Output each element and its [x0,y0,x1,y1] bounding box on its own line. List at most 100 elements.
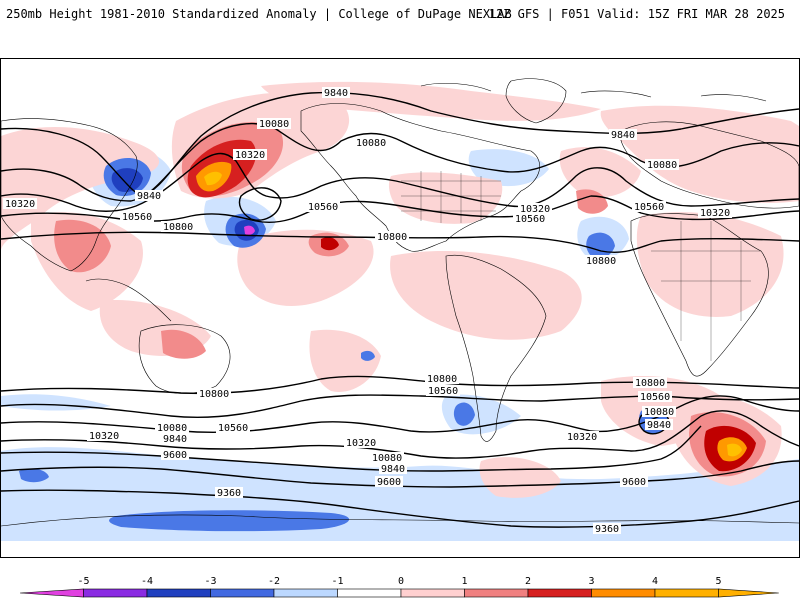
label-10080-sw: 10080 [155,422,189,434]
anomaly-pos1-eurasia [600,105,799,203]
colorbar-arrow-low [19,588,84,598]
label-9840-eu: 9840 [609,129,637,141]
colorbar-tick-label: -1 [331,576,343,587]
svg-text:9840: 9840 [381,464,405,475]
svg-text:10080: 10080 [356,138,386,149]
colorbar-segment [273,588,338,598]
label-9840-sio: 9840 [645,419,673,431]
label-10560-sa: 10560 [426,385,460,397]
anomaly-pos1-asia [1,126,160,251]
map-panel[interactable]: 9840 10080 10320 10080 9840 10080 10560 … [0,58,800,558]
anomaly-neg5-npac2 [244,225,255,235]
anomaly-neg2-sw [19,468,49,483]
colorbar-tick-label: -4 [141,576,153,587]
svg-text:10080: 10080 [644,407,674,418]
svg-text:10560: 10560 [640,392,670,403]
anomaly-pos1-sw [479,457,561,498]
svg-text:10800: 10800 [635,378,665,389]
svg-text:9600: 9600 [163,450,187,461]
svg-text:10800: 10800 [377,232,407,243]
anomaly-pos5-npac [204,171,222,186]
label-10560-atl: 10560 [632,201,666,213]
anomaly-pos1-epac [309,329,381,392]
contour-labels: 9840 10080 10320 10080 9840 10080 10560 … [3,87,732,535]
contour-10800-north [1,231,799,254]
colorbar-tick-label: 5 [715,576,721,587]
label-10080-eu: 10080 [645,159,679,171]
svg-text:10080: 10080 [647,160,677,171]
svg-text:10560: 10560 [515,214,545,225]
anomaly-pos3-cpac [321,237,339,251]
colorbar: -5 -4 -3 -2 -1 0 1 2 3 4 5 [0,570,800,600]
label-10320-eu2: 10320 [698,207,732,219]
colorbar-segment [464,588,529,598]
colorbar-segment [527,588,592,598]
coastline-antarctica [1,514,799,527]
anomaly-neg2-ci [361,350,375,361]
contour-10560-north [1,195,799,223]
chart-title: 250mb Height 1981-2010 Standardized Anom… [6,7,512,21]
anomaly-pos1-atl [559,147,641,198]
svg-text:10800: 10800 [586,256,616,267]
colorbar-segment [83,588,148,598]
label-10560-us: 10560 [306,201,340,213]
colorbar-segment [400,588,465,598]
svg-text:9600: 9600 [377,477,401,488]
svg-text:9360: 9360 [217,488,241,499]
label-10800-sio: 10800 [633,377,667,389]
label-9360-e: 9360 [593,523,621,535]
run-info: 12Z GFS | F051 Valid: 15Z FRI MAR 28 202… [488,7,785,21]
colorbar-tick-label: 1 [461,576,467,587]
colorbar-tick-label: 2 [525,576,531,587]
colorbar-segment [210,588,275,598]
header: 250mb Height 1981-2010 Standardized Anom… [0,0,800,30]
svg-text:10560: 10560 [218,423,248,434]
label-10320-sp: 10320 [344,437,378,449]
anomaly-neg2-sa [453,402,475,426]
svg-text:10320: 10320 [700,208,730,219]
svg-text:10320: 10320 [89,431,119,442]
anomaly-neg3-npac [111,168,143,192]
label-9600-sw: 9600 [161,449,189,461]
colorbar-arrow-high [718,588,779,598]
colorbar-segment [146,588,211,598]
anomaly-pos1-africa [636,212,784,317]
svg-text:9840: 9840 [611,130,635,141]
label-10320-ak: 10320 [233,149,267,161]
contour-10320-north [1,152,799,212]
coastline-asia [1,118,138,272]
svg-text:9840: 9840 [163,434,187,445]
colorbar-tick-label: -2 [268,576,280,587]
label-10560-as: 10560 [120,211,154,223]
coastline-africa-borders [651,221,761,361]
label-10080-sio: 10080 [642,406,676,418]
label-9840-pac: 9840 [135,190,163,202]
label-10080-ak: 10080 [257,118,291,130]
svg-text:10320: 10320 [567,432,597,443]
colorbar-tick-label: 3 [588,576,594,587]
colorbar-tick-label: -5 [77,576,89,587]
anomaly-pos1-satl [390,251,582,340]
coastline-maritime [85,278,172,322]
colorbar-segment [337,588,402,598]
label-10320-us: 10320 [518,203,552,215]
label-10800-us: 10800 [375,231,409,243]
colorbar-tick-labels: -5 -4 -3 -2 -1 0 1 2 3 4 5 [77,576,721,587]
label-10080-ca: 10080 [354,137,388,149]
label-9840-sp: 9840 [379,463,407,475]
colorbar-segment [591,588,656,598]
label-10800-s1: 10800 [197,388,231,400]
svg-text:10320: 10320 [520,204,550,215]
label-9600-sp: 9600 [375,476,403,488]
label-9840-n: 9840 [322,87,350,99]
label-10800-sa: 10800 [425,373,459,385]
svg-text:10320: 10320 [235,150,265,161]
contour-9600-south [1,460,799,488]
contour-9360-south [1,489,799,528]
coastline-north-america [300,103,540,252]
svg-text:10560: 10560 [428,386,458,397]
svg-text:10320: 10320 [5,199,35,210]
label-9600-sio: 9600 [620,476,648,488]
label-10560-sio: 10560 [638,391,672,403]
label-9840-sw: 9840 [161,433,189,445]
